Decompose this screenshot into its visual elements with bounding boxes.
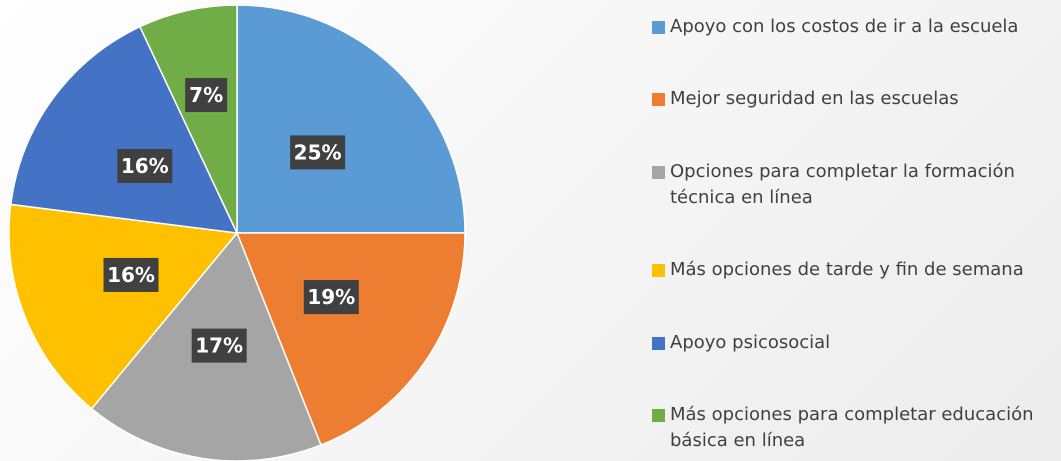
- chart: 25% 19% 17% 16% 16% 7%: [8, 4, 466, 461]
- legend-item: Más opciones de tarde y fin de semana: [652, 257, 1052, 283]
- value-label-text: 19%: [307, 285, 355, 309]
- legend-swatch: [652, 408, 665, 422]
- value-label-text: 17%: [195, 334, 243, 358]
- legend-label: Apoyo psicosocial: [670, 331, 831, 353]
- value-label-box: [290, 135, 346, 170]
- value-label-box: [117, 148, 173, 183]
- legend-item: Más opciones para completar educación bá…: [652, 402, 1052, 454]
- value-label: 16%: [103, 257, 159, 292]
- value-label-box: [191, 328, 247, 363]
- value-label: 25%: [290, 135, 346, 170]
- legend-swatch: [652, 93, 665, 107]
- pie-slice: [8, 203, 239, 410]
- legend-label: Opciones para completar la formación téc…: [670, 160, 1015, 208]
- legend-label: Apoyo con los costos de ir a la escuela: [670, 16, 1019, 37]
- legend-swatch: [652, 336, 665, 350]
- value-label-box: [185, 78, 228, 113]
- legend-swatch: [652, 165, 665, 179]
- value-label-text: 7%: [189, 83, 223, 107]
- value-label-text: 16%: [121, 154, 169, 178]
- legend: Apoyo con los costos de ir a la escuela M…: [652, 14, 1052, 454]
- legend-item: Apoyo con los costos de ir a la escuela: [652, 14, 1052, 40]
- value-label: 19%: [303, 280, 359, 315]
- legend-label: Mejor seguridad en las escuelas: [670, 88, 959, 110]
- pie-slice: [236, 4, 466, 234]
- legend-swatch: [652, 21, 665, 34]
- value-label-box: [103, 257, 159, 292]
- legend-label: Más opciones para completar educación bá…: [670, 403, 1034, 451]
- legend-item: Mejor seguridad en las escuelas: [652, 86, 1052, 112]
- legend-label: Más opciones de tarde y fin de semana: [670, 259, 1024, 281]
- pie-slice: [138, 4, 238, 234]
- value-label: 16%: [117, 148, 173, 183]
- legend-item: Opciones para completar la formación téc…: [652, 159, 1052, 211]
- value-label-text: 16%: [107, 263, 155, 287]
- pie-slice: [9, 25, 239, 234]
- pie-slice: [235, 232, 466, 446]
- value-label-box: [303, 280, 359, 315]
- value-label: 7%: [185, 78, 228, 113]
- legend-item: Apoyo psicosocial: [652, 330, 1052, 356]
- legend-swatch: [652, 264, 665, 278]
- value-label-text: 25%: [294, 140, 342, 164]
- value-label: 17%: [191, 328, 247, 363]
